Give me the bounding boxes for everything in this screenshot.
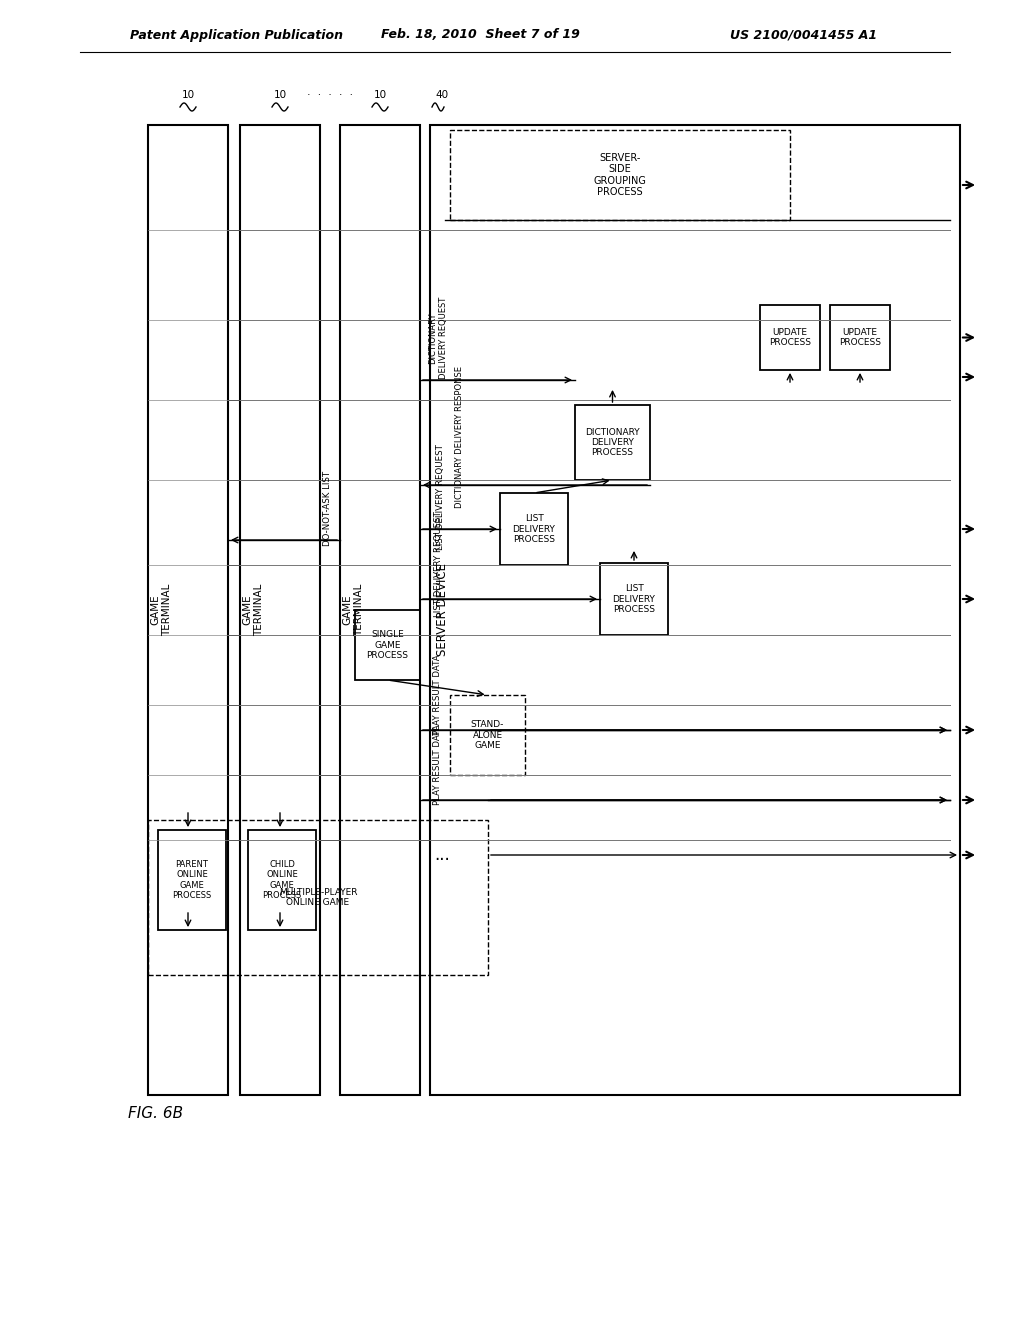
Text: LIST
DELIVERY
PROCESS: LIST DELIVERY PROCESS [513, 513, 555, 544]
Text: Patent Application Publication: Patent Application Publication [130, 29, 343, 41]
Text: 40: 40 [435, 90, 449, 100]
Text: MULTIPLE-PLAYER
ONLINE GAME: MULTIPLE-PLAYER ONLINE GAME [279, 888, 357, 907]
Text: ...: ... [434, 846, 450, 865]
Text: DICTIONARY DELIVERY RESPONSE: DICTIONARY DELIVERY RESPONSE [456, 366, 465, 508]
Text: DICTIONARY
DELIVERY
PROCESS: DICTIONARY DELIVERY PROCESS [585, 428, 640, 458]
Text: GAME
TERMINAL: GAME TERMINAL [243, 583, 264, 636]
Bar [450, 696, 525, 775]
Text: UPDATE
PROCESS: UPDATE PROCESS [769, 327, 811, 347]
Bar [575, 405, 650, 480]
Text: LIST DELIVERY REQUEST: LIST DELIVERY REQUEST [435, 444, 444, 550]
Text: SINGLE
GAME
PROCESS: SINGLE GAME PROCESS [367, 630, 409, 660]
Text: 10: 10 [181, 90, 195, 100]
Text: GAME
TERMINAL: GAME TERMINAL [151, 583, 172, 636]
Text: PARENT
ONLINE
GAME
PROCESS: PARENT ONLINE GAME PROCESS [172, 859, 212, 900]
Text: PLAY RESULT DATA: PLAY RESULT DATA [433, 655, 442, 735]
Text: 10: 10 [273, 90, 287, 100]
Bar [240, 125, 319, 1096]
Text: STAND-
ALONE
GAME: STAND- ALONE GAME [471, 721, 504, 750]
Text: UPDATE
PROCESS: UPDATE PROCESS [839, 327, 881, 347]
Text: LIST DELIVERY REQUEST: LIST DELIVERY REQUEST [433, 511, 442, 616]
Text: SERVER DEVICE: SERVER DEVICE [435, 564, 449, 656]
Text: LIST
DELIVERY
PROCESS: LIST DELIVERY PROCESS [612, 583, 655, 614]
Text: GAME
TERMINAL: GAME TERMINAL [342, 583, 364, 636]
Text: US 2100/0041455 A1: US 2100/0041455 A1 [730, 29, 878, 41]
Bar [158, 830, 226, 931]
Bar [355, 610, 420, 680]
Bar [600, 564, 668, 635]
Text: DO-NOT-ASK LIST: DO-NOT-ASK LIST [324, 470, 333, 545]
Text: 10: 10 [374, 90, 387, 100]
Text: SERVER-
SIDE
GROUPING
PROCESS: SERVER- SIDE GROUPING PROCESS [594, 153, 646, 198]
Text: CHILD
ONLINE
GAME
PROCESS: CHILD ONLINE GAME PROCESS [262, 859, 302, 900]
Bar [340, 125, 420, 1096]
Bar [248, 830, 316, 931]
Bar [500, 492, 568, 565]
Text: Feb. 18, 2010  Sheet 7 of 19: Feb. 18, 2010 Sheet 7 of 19 [381, 29, 580, 41]
Bar [760, 305, 820, 370]
Bar [430, 125, 961, 1096]
Text: PLAY RESULT DATA: PLAY RESULT DATA [433, 725, 442, 805]
Bar [148, 820, 488, 975]
Text: ·  ·  ·  ·  ·: · · · · · [307, 90, 353, 100]
Text: DICTIONARY
DELIVERY REQUEST: DICTIONARY DELIVERY REQUEST [428, 297, 447, 379]
Text: FIG. 6B: FIG. 6B [128, 1106, 183, 1121]
Bar [830, 305, 890, 370]
Bar [450, 129, 790, 220]
Bar [148, 125, 228, 1096]
